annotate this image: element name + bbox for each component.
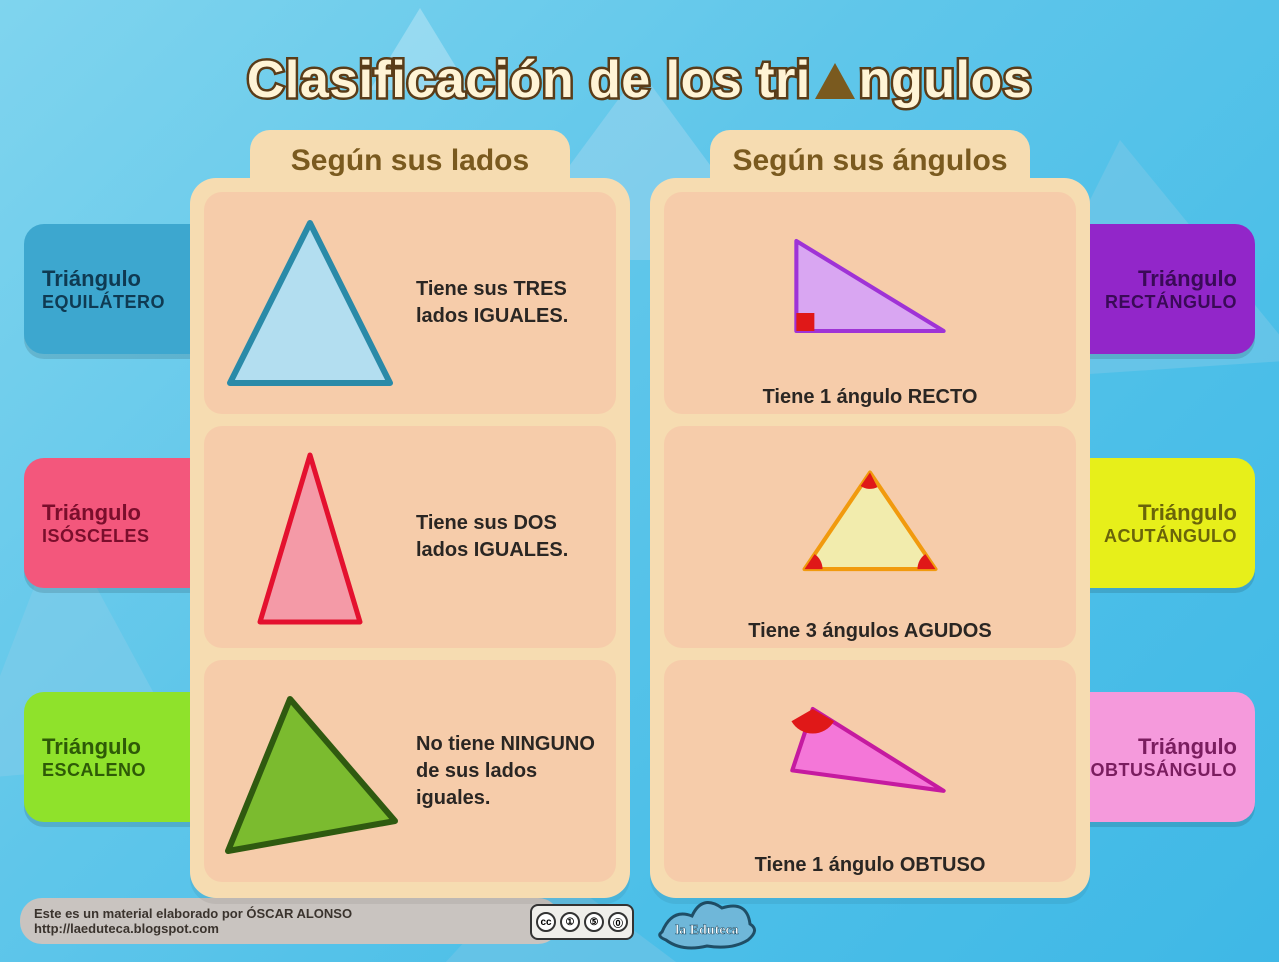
shape-acutangulo [780,430,960,610]
shape-isosceles [220,447,400,627]
panel-sides: Según sus lados Tiene sus TRES lados IGU… [190,178,630,898]
header-text: Según sus ángulos [732,144,1007,178]
page-title: Clasificación de los tri ngulos [0,50,1279,114]
panel-header-angles: Según sus ángulos [710,130,1030,192]
side-tag-acutangulo: Triángulo ACUTÁNGULO [1065,458,1255,588]
logo-text: la Eduteca [675,923,738,938]
segment-obtusangulo: Tiene 1 ángulo OBTUSO [664,660,1076,882]
shape-obtusangulo [780,664,960,844]
tag-line1: Triángulo [1065,266,1237,292]
cc-license-badge: cc ① ⑤ ⓪ [530,904,634,940]
footer-credit: Este es un material elaborado por ÓSCAR … [20,898,560,944]
panel-header-sides: Según sus lados [250,130,570,192]
tag-line1: Triángulo [42,734,214,760]
tag-line2: OBTUSÁNGULO [1065,760,1237,781]
cc-icon: cc [536,912,556,932]
tag-line1: Triángulo [1065,734,1237,760]
desc-acutangulo: Tiene 3 ángulos AGUDOS [748,618,991,645]
desc-obtusangulo: Tiene 1 ángulo OBTUSO [755,852,986,879]
tag-line2: ACUTÁNGULO [1065,526,1237,547]
title-post: ngulos [859,51,1032,109]
segment-acutangulo: Tiene 3 ángulos AGUDOS [664,426,1076,648]
tag-line1: Triángulo [42,266,214,292]
segment-isosceles: Tiene sus DOS lados IGUALES. [204,426,616,648]
desc-rectangulo: Tiene 1 ángulo RECTO [763,384,978,411]
desc-equilatero: Tiene sus TRES lados IGUALES. [416,276,600,330]
header-text: Según sus lados [291,144,529,178]
tag-line2: ISÓSCELES [42,526,214,547]
segment-equilatero: Tiene sus TRES lados IGUALES. [204,192,616,414]
infographic-stage: Clasificación de los tri ngulos Triángulo… [0,0,1279,962]
tag-line1: Triángulo [1065,500,1237,526]
shape-rectangulo [780,196,960,376]
footer-line2: http://laeduteca.blogspot.com [34,921,560,936]
side-tag-escaleno: Triángulo ESCALENO [24,692,214,822]
sa-icon: ⓪ [608,912,628,932]
shape-escaleno [220,681,400,861]
title-triangle-icon [813,54,857,114]
shape-equilatero [220,213,400,393]
desc-isosceles: Tiene sus DOS lados IGUALES. [416,510,600,564]
side-tag-isosceles: Triángulo ISÓSCELES [24,458,214,588]
tag-line2: RECTÁNGULO [1065,292,1237,313]
side-tag-rectangulo: Triángulo RECTÁNGULO [1065,224,1255,354]
side-tag-equilatero: Triángulo EQUILÁTERO [24,224,214,354]
nc-icon: ⑤ [584,912,604,932]
tag-line1: Triángulo [42,500,214,526]
footer-line1: Este es un material elaborado por ÓSCAR … [34,906,560,921]
title-pre: Clasificación de los tri [247,51,811,109]
by-icon: ① [560,912,580,932]
tag-line2: ESCALENO [42,760,214,781]
tag-line2: EQUILÁTERO [42,292,214,313]
side-tag-obtusangulo: Triángulo OBTUSÁNGULO [1065,692,1255,822]
desc-escaleno: No tiene NINGUNO de sus lados iguales. [416,731,600,812]
panel-angles: Según sus ángulos Tiene 1 ángulo RECTO T… [650,178,1090,898]
segment-rectangulo: Tiene 1 ángulo RECTO [664,192,1076,414]
segment-escaleno: No tiene NINGUNO de sus lados iguales. [204,660,616,882]
